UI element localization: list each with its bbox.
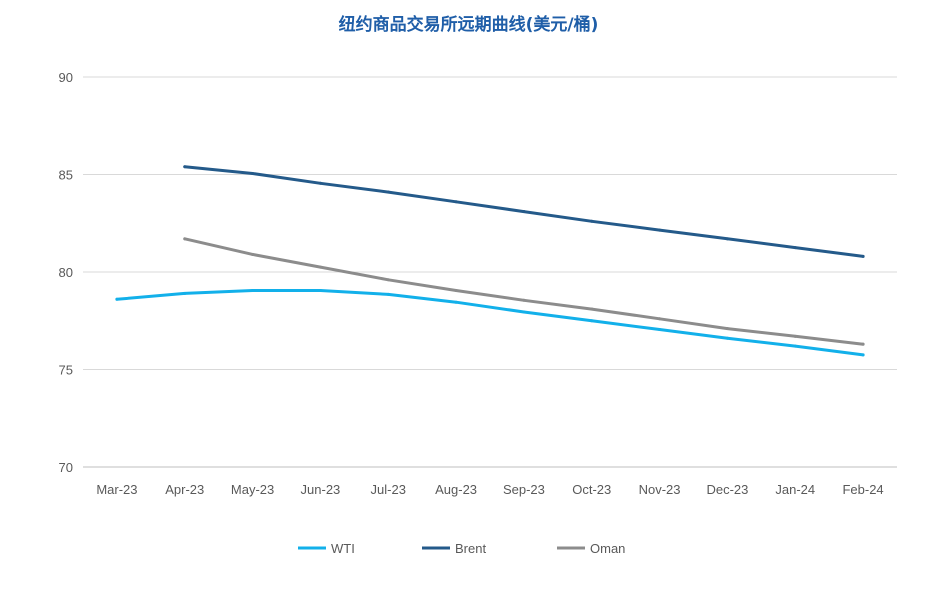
data-point-wti <box>454 300 458 304</box>
y-tick-label: 75 <box>59 363 73 378</box>
data-point-brent <box>183 165 187 169</box>
legend-label-wti: WTI <box>331 541 355 556</box>
data-point-brent <box>454 200 458 204</box>
data-point-brent <box>522 210 526 214</box>
x-tick-label: May-23 <box>231 482 274 497</box>
x-axis-ticks: Mar-23 Apr-23 May-23 Jun-23 Jul-23 Aug-23 Sep-… <box>96 482 883 497</box>
legend-label-brent: Brent <box>455 541 486 556</box>
data-point-oman <box>861 342 865 346</box>
data-point-oman <box>522 298 526 302</box>
data-point-oman <box>183 237 187 241</box>
y-tick-label: 70 <box>59 460 73 475</box>
gridlines <box>83 76 897 468</box>
data-point-wti <box>793 344 797 348</box>
data-point-wti <box>386 292 390 296</box>
series-line-wti <box>115 289 865 357</box>
x-tick-label: Aug-23 <box>435 482 477 497</box>
data-point-brent <box>861 254 865 258</box>
data-point-oman <box>386 278 390 282</box>
data-point-wti <box>183 291 187 295</box>
data-point-oman <box>725 327 729 331</box>
legend-label-oman: Oman <box>590 541 625 556</box>
data-point-wti <box>590 319 594 323</box>
data-point-brent <box>725 237 729 241</box>
y-axis-ticks: 70 75 80 85 90 <box>59 70 73 475</box>
data-point-wti <box>522 310 526 314</box>
data-point-brent <box>318 181 322 185</box>
x-tick-label: Feb-24 <box>842 482 883 497</box>
data-point-brent <box>658 228 662 232</box>
data-point-oman <box>793 334 797 338</box>
y-tick-label: 85 <box>59 168 73 183</box>
data-point-wti <box>658 328 662 332</box>
x-tick-label: Nov-23 <box>639 482 681 497</box>
data-point-oman <box>318 265 322 269</box>
data-point-brent <box>793 246 797 250</box>
data-point-wti <box>251 289 255 293</box>
x-tick-label: Jul-23 <box>371 482 406 497</box>
data-point-oman <box>454 289 458 293</box>
x-tick-label: Mar-23 <box>96 482 137 497</box>
data-point-oman <box>251 252 255 256</box>
x-tick-label: Jun-23 <box>301 482 341 497</box>
data-point-brent <box>590 219 594 223</box>
x-tick-label: Jan-24 <box>775 482 815 497</box>
data-point-wti <box>115 297 119 301</box>
data-point-brent <box>251 172 255 176</box>
x-tick-label: Sep-23 <box>503 482 545 497</box>
data-point-wti <box>318 289 322 293</box>
y-tick-label: 90 <box>59 70 73 85</box>
chart-title: 纽约商品交易所远期曲线(美元/桶) <box>338 15 599 35</box>
data-point-oman <box>658 317 662 321</box>
series-lines <box>115 165 865 357</box>
data-point-wti <box>725 336 729 340</box>
x-tick-label: Oct-23 <box>572 482 611 497</box>
data-point-wti <box>861 353 865 357</box>
legend: WTI Brent Oman <box>298 541 625 556</box>
x-tick-label: Dec-23 <box>706 482 748 497</box>
data-point-brent <box>386 190 390 194</box>
x-tick-label: Apr-23 <box>165 482 204 497</box>
data-point-oman <box>590 307 594 311</box>
y-tick-label: 80 <box>59 265 73 280</box>
